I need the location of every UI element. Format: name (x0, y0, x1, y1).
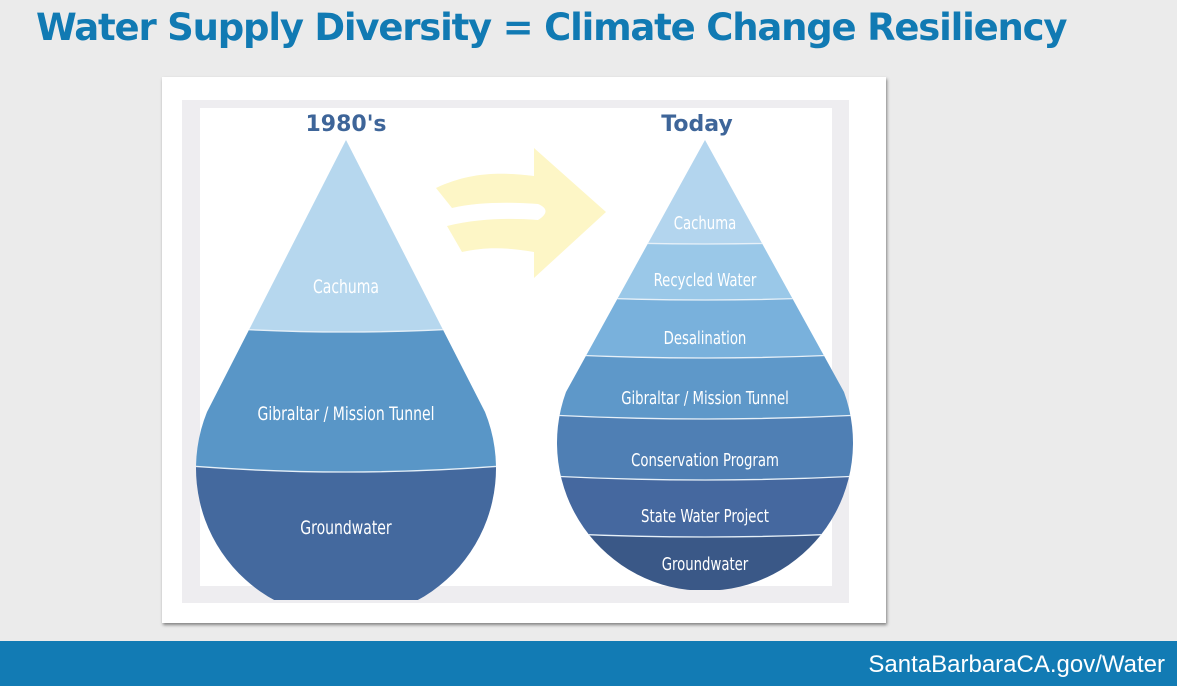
layer-label: Cachuma (674, 213, 737, 234)
drop-layer-conservation-program (557, 415, 853, 480)
layer-label: Groundwater (662, 554, 749, 575)
transition-arrow-icon (436, 148, 606, 278)
layer-label: Recycled Water (654, 270, 758, 291)
drop-layer-groundwater (196, 466, 496, 600)
footer-url-link[interactable]: SantaBarbaraCA.gov/Water (868, 651, 1165, 678)
drop-layer-state-water-project (557, 476, 853, 537)
drop-heading-today: Today (661, 112, 732, 137)
layer-divider (557, 414, 853, 420)
layer-label: Groundwater (300, 518, 392, 540)
drop-heading-1980s: 1980's (305, 112, 386, 137)
layer-divider (557, 532, 853, 538)
drop-layer-desalination (557, 296, 853, 358)
layer-label: State Water Project (641, 506, 769, 527)
layer-label: Cachuma (313, 277, 379, 299)
layer-divider (557, 353, 853, 359)
layer-label: Conservation Program (631, 450, 779, 471)
layer-label: Gibraltar / Mission Tunnel (621, 388, 789, 409)
slide-title: Water Supply Diversity = Climate Change … (36, 6, 1067, 49)
footer-bar: SantaBarbaraCA.gov/Water (0, 641, 1177, 686)
layer-label: Desalination (664, 328, 747, 349)
layer-divider (196, 465, 496, 473)
layer-divider (557, 475, 853, 481)
drop-layer-gibraltar-mission-tunnel (196, 326, 496, 472)
drop-layer-gibraltar-mission-tunnel (557, 354, 853, 419)
layer-label: Gibraltar / Mission Tunnel (258, 404, 435, 426)
